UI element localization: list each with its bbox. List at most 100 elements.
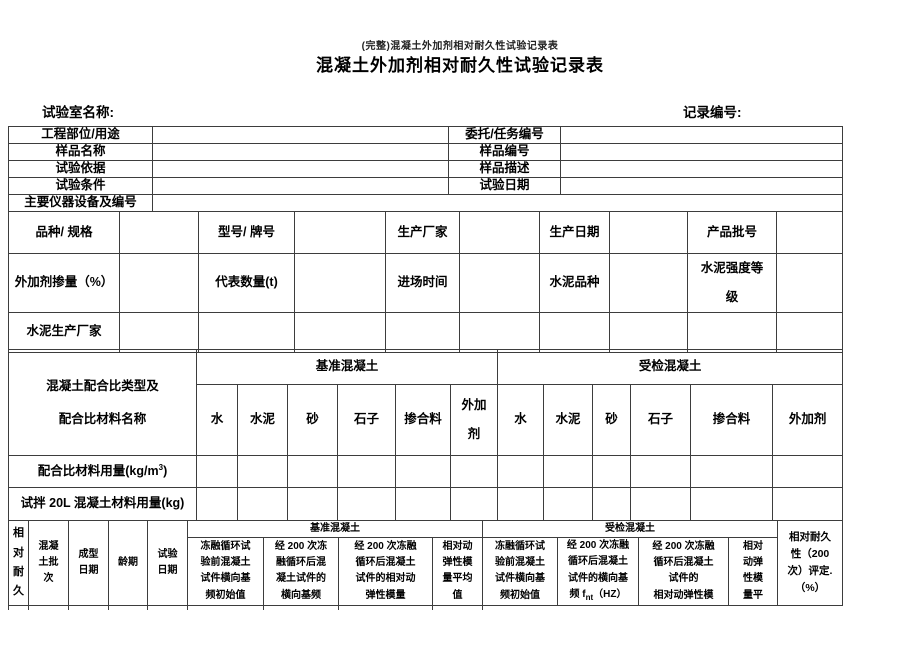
- value-cell[interactable]: [395, 487, 451, 521]
- label-mix-amount-per-m3: 配合比材料用量(kg/m3): [8, 455, 197, 488]
- header-base-concrete: 基准混凝土: [187, 519, 483, 539]
- value-cell[interactable]: [108, 604, 148, 610]
- value-product-batch[interactable]: [776, 211, 843, 254]
- value-cell[interactable]: [119, 311, 199, 353]
- value-cell[interactable]: [196, 455, 238, 488]
- value-cell[interactable]: [690, 455, 774, 488]
- label-manufacturer: 生产厂家: [385, 211, 460, 254]
- label-dosage: 外加剂掺量（%）: [8, 253, 120, 313]
- value-project-part[interactable]: [152, 126, 449, 144]
- value-cell[interactable]: [187, 604, 264, 610]
- value-cell[interactable]: [28, 604, 69, 610]
- col-test-frequency-after-200: 经 200 次冻融 循环后混凝土 试件的横向基 频 fnt（HZ）: [557, 537, 639, 606]
- label-equipment: 主要仪器设备及编号: [8, 194, 153, 212]
- value-sample-desc[interactable]: [560, 160, 843, 178]
- value-cell[interactable]: [772, 487, 844, 521]
- value-cell[interactable]: [147, 604, 188, 610]
- value-cell[interactable]: [497, 487, 545, 521]
- value-cell[interactable]: [543, 455, 594, 488]
- mix-table: 混凝土配合比类型及 配合比材料名称 基准混凝土 受检混凝土 水 水泥 砂 石子 …: [8, 349, 844, 521]
- value-cement-strength-grade[interactable]: [776, 253, 843, 313]
- label-cement-strength-grade: 水泥强度等 级: [687, 253, 777, 313]
- value-variety-spec[interactable]: [119, 211, 199, 254]
- label-cement-type: 水泥品种: [539, 253, 610, 313]
- value-rep-quantity[interactable]: [294, 253, 386, 313]
- label-task-no: 委托/任务编号: [448, 126, 561, 144]
- label-test-condition: 试验条件: [8, 177, 153, 195]
- label-sample-no: 样品编号: [448, 143, 561, 161]
- value-cell[interactable]: [449, 487, 499, 521]
- superscript-3: 3: [158, 463, 164, 473]
- value-sample-name[interactable]: [152, 143, 449, 161]
- value-cell[interactable]: [338, 604, 433, 610]
- label-test-basis: 试验依据: [8, 160, 153, 178]
- value-cell[interactable]: [237, 455, 288, 488]
- label-relative-durability-result: 相对耐久 性（200 次）评定. （%）: [777, 520, 843, 606]
- value-cell[interactable]: [237, 487, 288, 521]
- col-test-modulus-average: 相对 动弹 性模 量平: [728, 537, 778, 606]
- value-test-condition[interactable]: [152, 177, 449, 195]
- label-variety-spec: 品种/ 规格: [8, 211, 120, 254]
- subscript-nt: nt: [585, 592, 594, 602]
- value-cell[interactable]: [337, 455, 396, 488]
- value-cell[interactable]: [196, 487, 238, 521]
- value-cell[interactable]: [772, 455, 844, 488]
- info-table: 工程部位/用途 委托/任务编号 样品名称 样品编号 试验依据 样品描述 试验条件…: [8, 126, 843, 212]
- col-base-water: 水: [196, 384, 238, 456]
- value-cell[interactable]: [395, 455, 451, 488]
- label-mix-type: 混凝土配合比类型及 配合比材料名称: [8, 349, 197, 456]
- col-base-rel-dynamic-modulus: 经 200 次冻融 循环后混凝土 试件的相对动 弹性模量: [338, 537, 433, 606]
- value-cement-type[interactable]: [609, 253, 688, 313]
- record-no-label: 记录编号:: [683, 105, 742, 120]
- col-base-modulus-average: 相对动 弹性模 量平均 值: [432, 537, 483, 606]
- col-base-initial-frequency: 冻融循环试 验前混凝土 试件横向基 频初始值: [187, 537, 264, 606]
- label-sample-desc: 样品描述: [448, 160, 561, 178]
- value-cell[interactable]: [385, 311, 460, 353]
- value-cell[interactable]: [337, 487, 396, 521]
- value-test-basis[interactable]: [152, 160, 449, 178]
- value-cell[interactable]: [263, 604, 339, 610]
- col-base-stone: 石子: [337, 384, 396, 456]
- label-age: 龄期: [108, 520, 148, 606]
- value-cell[interactable]: [198, 311, 295, 353]
- value-sample-no[interactable]: [560, 143, 843, 161]
- header-tested-concrete: 受检混凝土: [497, 349, 844, 385]
- value-cell[interactable]: [609, 311, 688, 353]
- value-task-no[interactable]: [560, 126, 843, 144]
- page-title: 混凝土外加剂相对耐久性试验记录表: [316, 56, 604, 75]
- col-test-rel-dynamic-modulus: 经 200 次冻融 循环后混凝土 试件的 相对动弹性模: [638, 537, 729, 606]
- value-production-date[interactable]: [609, 211, 688, 254]
- value-cell[interactable]: [592, 455, 632, 488]
- watermark-text: (完整)混凝土外加剂相对耐久性试验记录表: [361, 41, 559, 52]
- header-base-concrete: 基准混凝土: [195, 349, 499, 385]
- value-cell[interactable]: [630, 487, 692, 521]
- value-cell[interactable]: [543, 487, 594, 521]
- value-cell[interactable]: [776, 311, 843, 353]
- value-test-date[interactable]: [560, 177, 843, 195]
- col-test-cement: 水泥: [543, 384, 594, 456]
- value-cell[interactable]: [432, 604, 483, 610]
- value-cell[interactable]: [68, 604, 109, 610]
- value-cell[interactable]: [497, 455, 545, 488]
- value-cell[interactable]: [287, 487, 338, 521]
- value-cell[interactable]: [592, 487, 632, 521]
- label-product-batch: 产品批号: [687, 211, 777, 254]
- value-cell[interactable]: [630, 455, 692, 488]
- value-dosage[interactable]: [119, 253, 199, 313]
- value-cell[interactable]: [687, 311, 777, 353]
- value-manufacturer[interactable]: [459, 211, 540, 254]
- col-base-sand: 砂: [287, 384, 338, 456]
- label-model-brand: 型号/ 牌号: [198, 211, 295, 254]
- value-cell[interactable]: [287, 455, 338, 488]
- value-model-brand[interactable]: [294, 211, 386, 254]
- col-test-initial-frequency: 冻融循环试 验前混凝土 试件横向基 频初始值: [482, 537, 558, 606]
- value-cell[interactable]: [8, 604, 29, 610]
- value-equipment[interactable]: [152, 194, 843, 212]
- value-cell[interactable]: [539, 311, 610, 353]
- value-cell[interactable]: [459, 311, 540, 353]
- label-production-date: 生产日期: [539, 211, 610, 254]
- value-cell[interactable]: [690, 487, 774, 521]
- value-cell[interactable]: [294, 311, 386, 353]
- value-arrival-time[interactable]: [459, 253, 540, 313]
- value-cell[interactable]: [449, 455, 499, 488]
